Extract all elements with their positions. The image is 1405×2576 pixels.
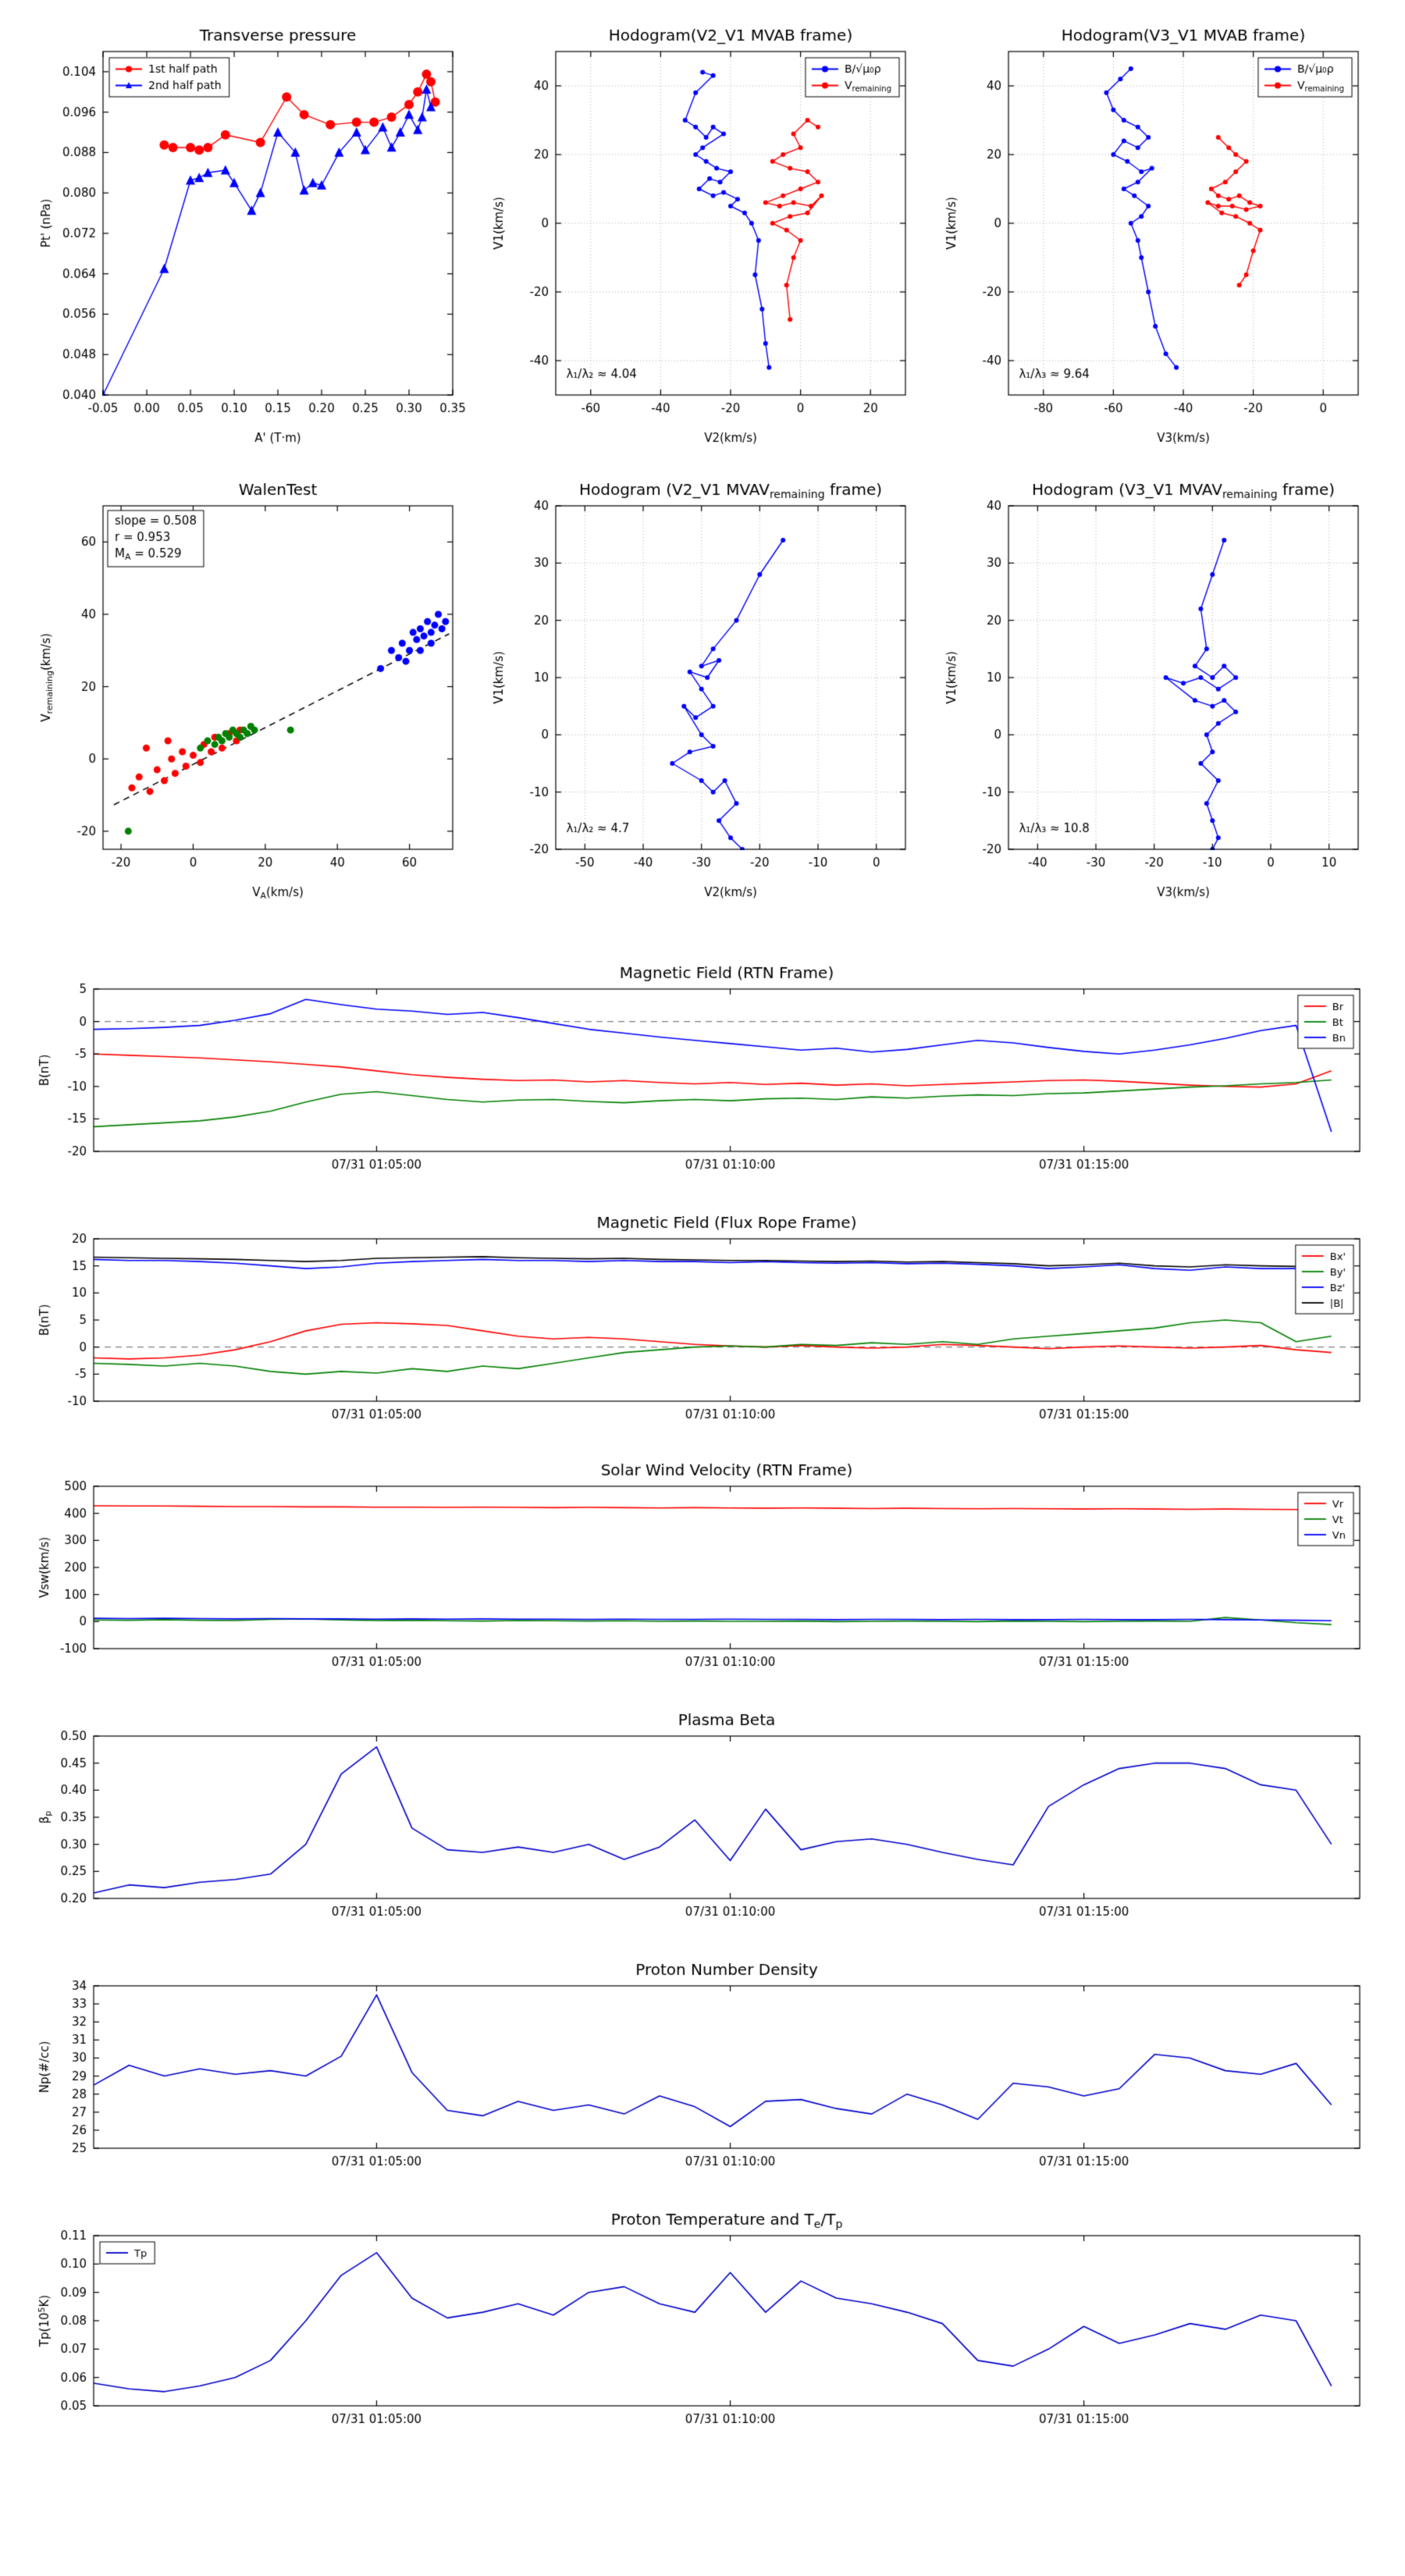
plot-hodogram-v3v1-mvav [937,468,1374,906]
plot-walen-test [31,468,468,906]
plot-proton-number-density [31,1953,1374,2187]
plot-solar-wind-velocity [31,1453,1374,1688]
plot-hodogram-v2v1-mvab [484,14,921,451]
plot-hodogram-v3v1-mvab [937,14,1374,451]
plot-magnetic-field-fluxrope [31,1206,1374,1440]
plot-hodogram-v2v1-mvav [484,468,921,906]
plot-transverse-pressure [31,14,468,451]
plot-proton-temperature [31,2203,1374,2445]
plot-magnetic-field-rtn [31,956,1374,1190]
plot-plasma-beta [31,1703,1374,1937]
